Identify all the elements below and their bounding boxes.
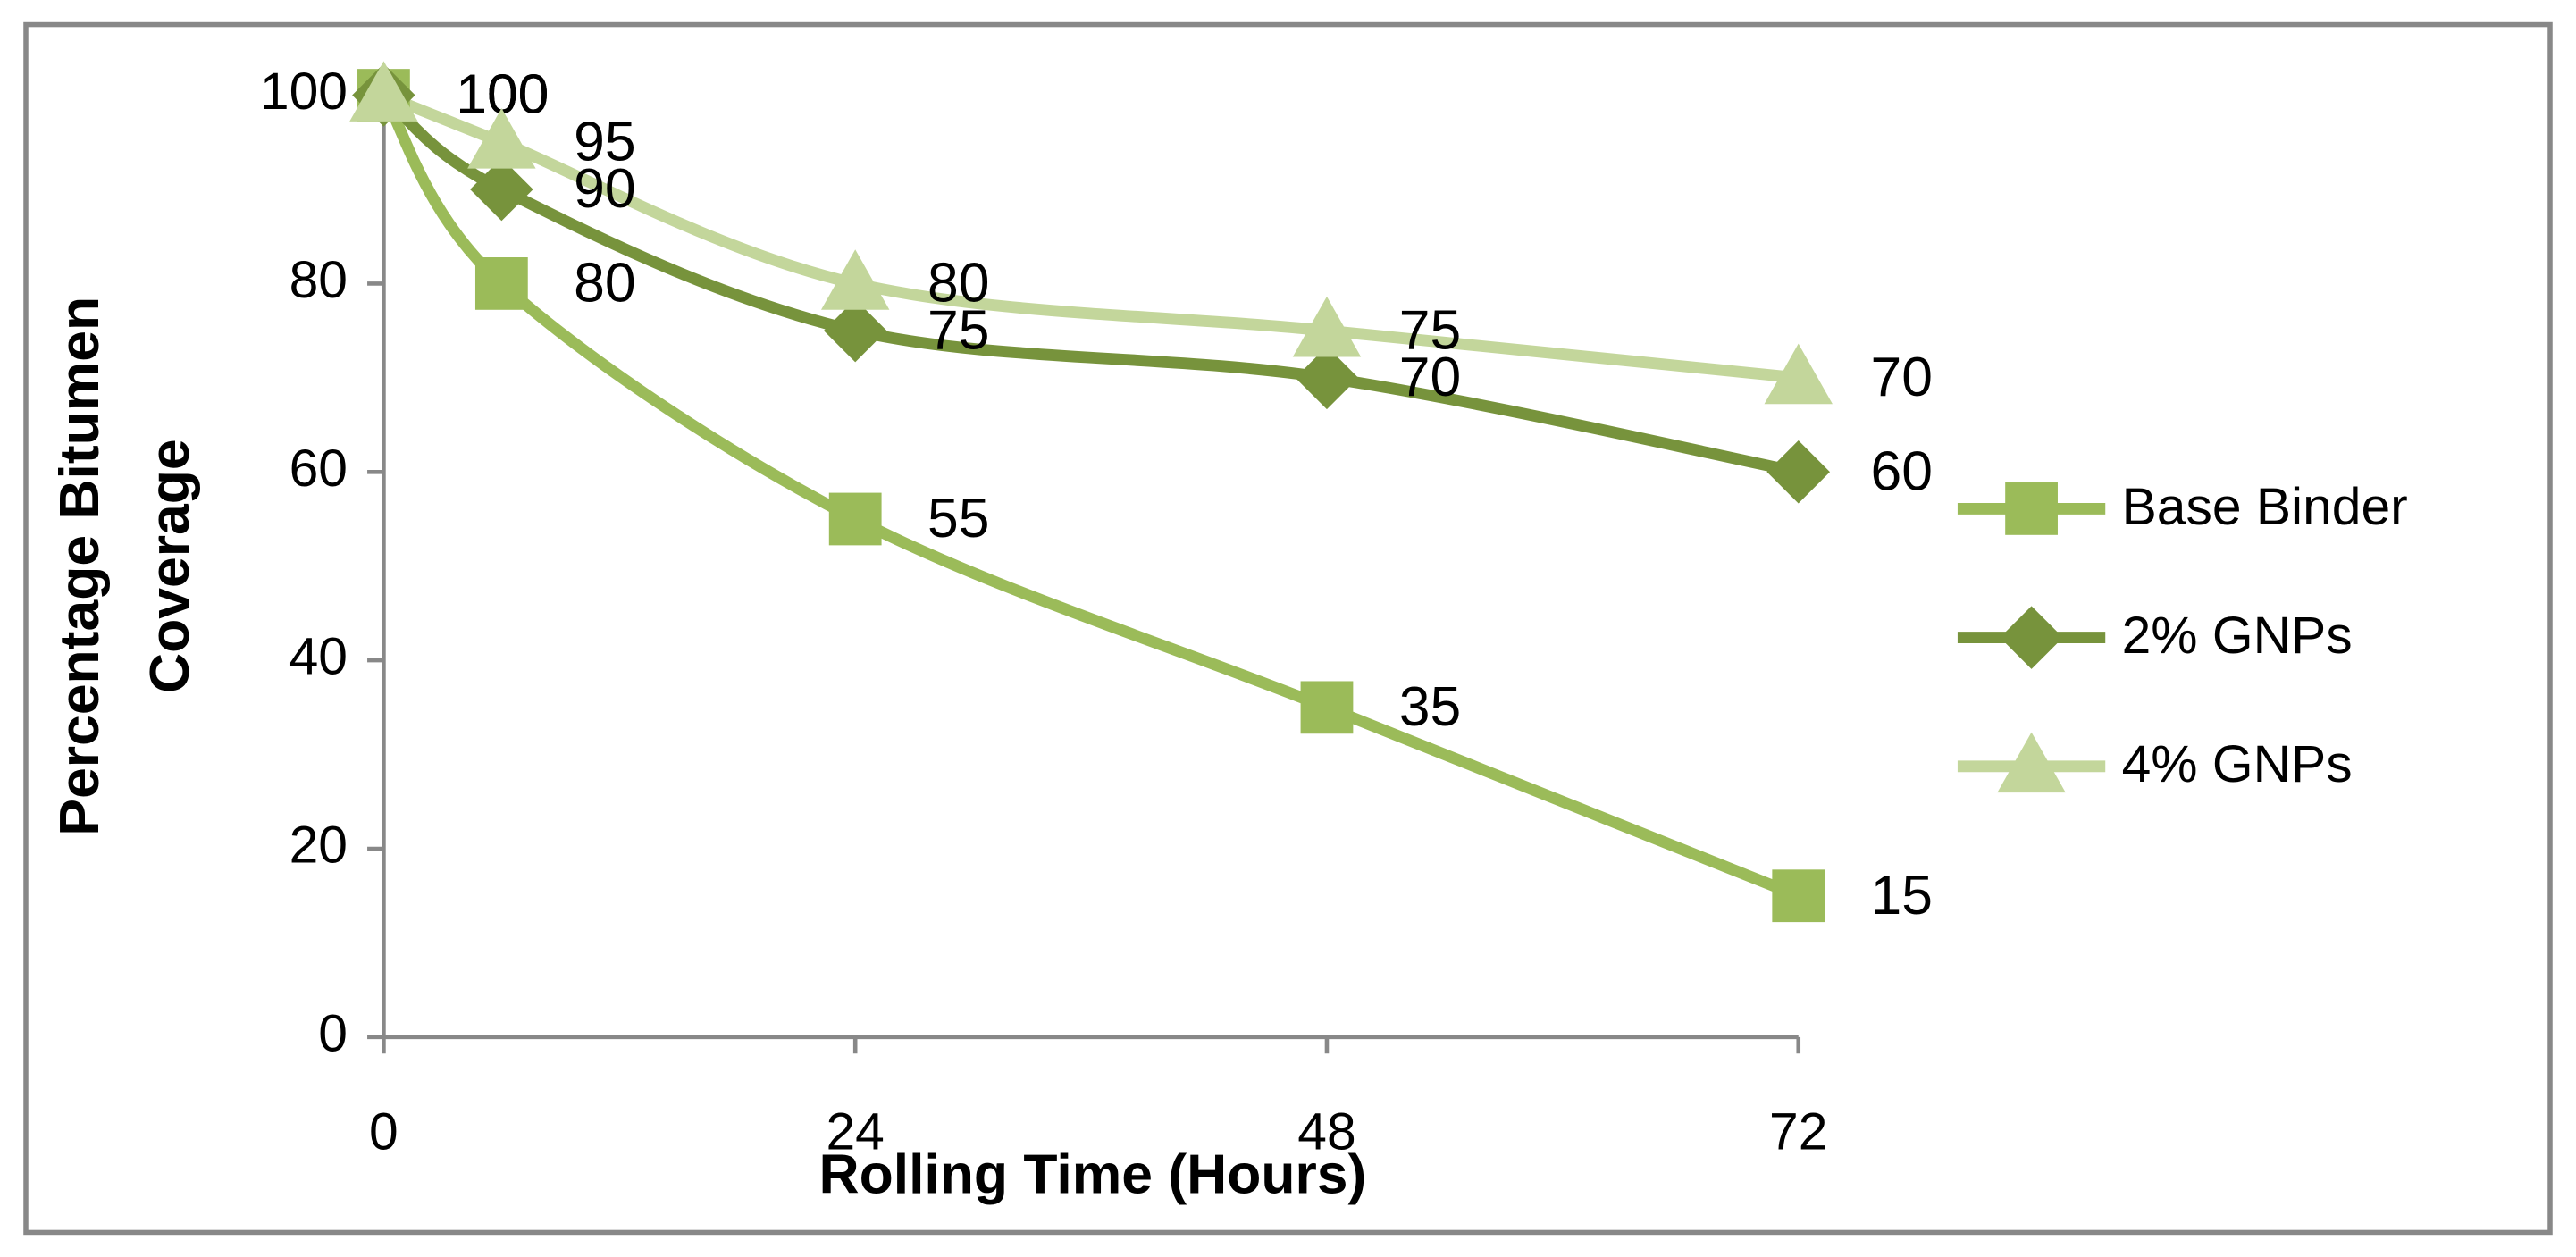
marker (1764, 343, 1833, 405)
x-tick-label: 24 (827, 1103, 885, 1161)
data-label: 95 (574, 110, 635, 172)
data-label: 35 (1399, 675, 1461, 738)
marker (823, 298, 887, 363)
y-tick-label: 20 (289, 817, 348, 875)
data-label: 80 (574, 252, 635, 314)
marker (820, 249, 890, 310)
marker (467, 108, 536, 169)
y-tick-label: 80 (289, 251, 348, 309)
data-label: 60 (1871, 440, 1933, 502)
y-tick-label: 40 (289, 628, 348, 686)
data-label: 90 (574, 157, 635, 220)
marker (1997, 732, 2066, 793)
legend-label: 4% GNPs (2122, 735, 2353, 793)
marker (2000, 606, 2063, 669)
legend-label: 2% GNPs (2122, 607, 2353, 665)
y-tick-label: 60 (289, 440, 348, 498)
y-tick-label: 100 (260, 63, 348, 121)
data-label: 70 (1399, 346, 1461, 408)
x-axis-title: Rolling Time (Hours) (819, 1143, 1367, 1205)
data-label: 55 (927, 487, 989, 549)
x-tick-label: 0 (369, 1103, 399, 1161)
marker (470, 157, 533, 222)
data-label: 70 (1871, 346, 1933, 408)
y-axis-title-line: Percentage Bitumen (48, 297, 111, 836)
marker (828, 492, 882, 546)
series-line (378, 92, 1801, 901)
y-axis-title: Percentage Bitumen Coverage (48, 297, 201, 836)
data-label: 75 (927, 298, 989, 361)
marker (1295, 346, 1359, 410)
marker (474, 257, 528, 310)
marker (1292, 296, 1362, 357)
x-tick-label: 72 (1769, 1103, 1827, 1161)
marker (1300, 681, 1354, 734)
marker (2005, 482, 2058, 535)
data-label: 80 (927, 252, 989, 314)
data-label: 15 (1871, 864, 1933, 926)
data-label: 75 (1399, 298, 1461, 361)
y-axis-title-line: Coverage (138, 439, 201, 693)
y-tick-label: 0 (318, 1004, 348, 1062)
legend-label: Base Binder (2122, 478, 2408, 536)
marker (349, 61, 418, 122)
marker (1766, 440, 1831, 504)
marker (1772, 869, 1825, 923)
x-tick-label: 48 (1297, 1103, 1355, 1161)
